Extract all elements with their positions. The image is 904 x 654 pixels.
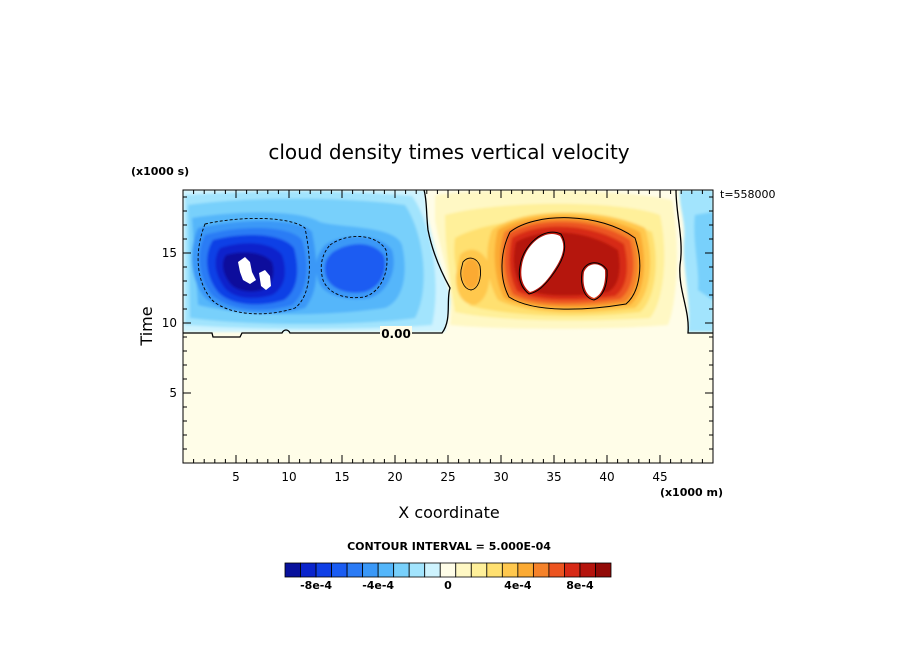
time-stamp: t=558000	[720, 188, 776, 201]
colorbar-swatch	[564, 562, 581, 578]
colorbar-swatch	[424, 562, 441, 578]
colorbar-swatch	[346, 562, 364, 578]
pos-side-2	[461, 258, 480, 289]
x-tick-label: 25	[440, 470, 455, 484]
neg-contour-2	[320, 236, 388, 299]
colorbar-swatch	[284, 562, 301, 578]
contour-interval: CONTOUR INTERVAL = 5.000E-04	[347, 540, 551, 553]
x-tick-label: 20	[387, 470, 402, 484]
x-axis: 5 10 15 20 25 30 35 40 45	[193, 190, 703, 484]
colorbar-swatch	[331, 562, 348, 578]
negative-region	[183, 190, 452, 332]
colorbar-swatch	[377, 562, 395, 578]
x-tick-label: 45	[652, 470, 667, 484]
x-tick-label: 35	[546, 470, 561, 484]
y-tick-label: 15	[162, 246, 177, 260]
neg-hole-1	[238, 257, 256, 284]
neg-edge-core	[694, 212, 713, 300]
neg-contour-1	[197, 217, 310, 315]
y-axis-label: Time	[137, 306, 156, 346]
colorbar-swatch	[517, 562, 534, 578]
neg-band-6b	[324, 244, 386, 293]
x-tick-label: 10	[281, 470, 296, 484]
pos-contour-4	[581, 262, 608, 301]
pos-hole-2	[583, 264, 606, 298]
chart-title: cloud density times vertical velocity	[268, 140, 629, 164]
colorbar-swatch	[486, 562, 503, 578]
colorbar-swatch	[548, 562, 565, 578]
colorbar-swatch	[470, 562, 488, 578]
y-tick-label: 10	[162, 316, 177, 330]
colorbar-swatch	[300, 562, 317, 578]
plot-field	[183, 190, 713, 463]
x-units: (x1000 m)	[660, 486, 723, 499]
colorbar-swatch	[408, 562, 426, 578]
y-units: (x1000 s)	[131, 165, 189, 178]
colorbar-swatch	[501, 562, 519, 578]
colorbar-swatch	[393, 562, 410, 578]
pos-contour-3	[518, 231, 566, 295]
zero-contour-right	[675, 190, 713, 334]
pos-contour-2	[460, 257, 481, 291]
colorbar-tick-label: 8e-4	[566, 579, 594, 592]
colorbar-swatch	[595, 562, 612, 578]
colorbar-tick-label: -8e-4	[300, 579, 332, 592]
neg-hole-2	[259, 270, 271, 290]
colorbar-swatch	[579, 562, 596, 578]
x-tick-label: 40	[599, 470, 614, 484]
x-tick-label: 15	[334, 470, 349, 484]
y-axis: 5 10 15	[162, 196, 713, 450]
colorbar-swatch	[439, 562, 457, 578]
x-tick-label: 30	[493, 470, 508, 484]
colorbar-tick-label: 0	[444, 579, 452, 592]
colorbar	[284, 562, 612, 578]
y-tick-label: 5	[169, 386, 177, 400]
pos-hole-1	[521, 233, 564, 292]
colorbar-tick-label: 4e-4	[504, 579, 532, 592]
colorbar-swatch	[315, 562, 332, 578]
colorbar-ticks: -8e-4 -4e-4 0 4e-4 8e-4	[300, 579, 594, 592]
colorbar-swatch	[455, 562, 472, 578]
colorbar-swatch	[362, 562, 379, 578]
colorbar-tick-label: -4e-4	[362, 579, 394, 592]
contour-label-bg	[380, 326, 412, 340]
x-tick-label: 5	[232, 470, 240, 484]
colorbar-swatch	[532, 562, 550, 578]
pos-contour-1	[501, 217, 641, 310]
x-axis-label: X coordinate	[398, 503, 499, 522]
contour-label: 0.00	[381, 327, 411, 341]
zero-contour	[183, 190, 451, 338]
